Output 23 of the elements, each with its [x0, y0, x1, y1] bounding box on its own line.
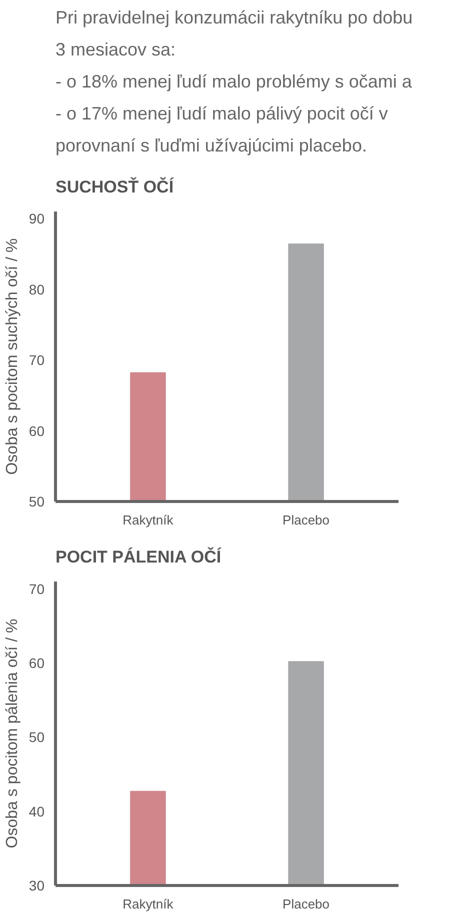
y-tick-label: 90	[28, 210, 45, 227]
y-tick-label: 50	[28, 494, 45, 510]
chart-title: POCIT PÁLENIA OČÍ	[56, 546, 222, 566]
text: - o 18% menej ľudí malo problémy s očami a	[56, 72, 413, 92]
x-tick-label: Placebo	[282, 512, 330, 528]
y-tick-label: 40	[28, 803, 45, 820]
x-tick-label: Placebo	[282, 896, 330, 912]
y-tick-label: 60	[28, 655, 45, 672]
y-tick-label: 60	[28, 422, 45, 439]
y-tick-label: 70	[28, 580, 45, 597]
y-tick-label: 50	[28, 729, 45, 746]
y-axis-title: Osoba s pocitom suchých očí / %	[4, 238, 21, 475]
text: 3 mesiacov sa:	[56, 40, 176, 60]
y-axis-title: Osoba s pocitom pálenia očí / %	[4, 618, 21, 848]
y-tick-label: 30	[28, 878, 45, 894]
y-tick-label: 70	[28, 352, 45, 368]
chart-title: SUCHOSŤ OČÍ	[56, 176, 175, 196]
x-tick-label: Rakytník	[122, 512, 174, 528]
text: Pri pravidelnej konzumácii rakytníku po dobu	[56, 8, 413, 28]
x-tick-label: Rakytník	[122, 896, 174, 912]
text: porovnaní s ľuďmi užívajúcimi placebo.	[56, 136, 367, 156]
y-tick-label: 80	[28, 281, 45, 298]
text: - o 17% menej ľudí malo pálivý pocit očí v	[56, 104, 388, 124]
